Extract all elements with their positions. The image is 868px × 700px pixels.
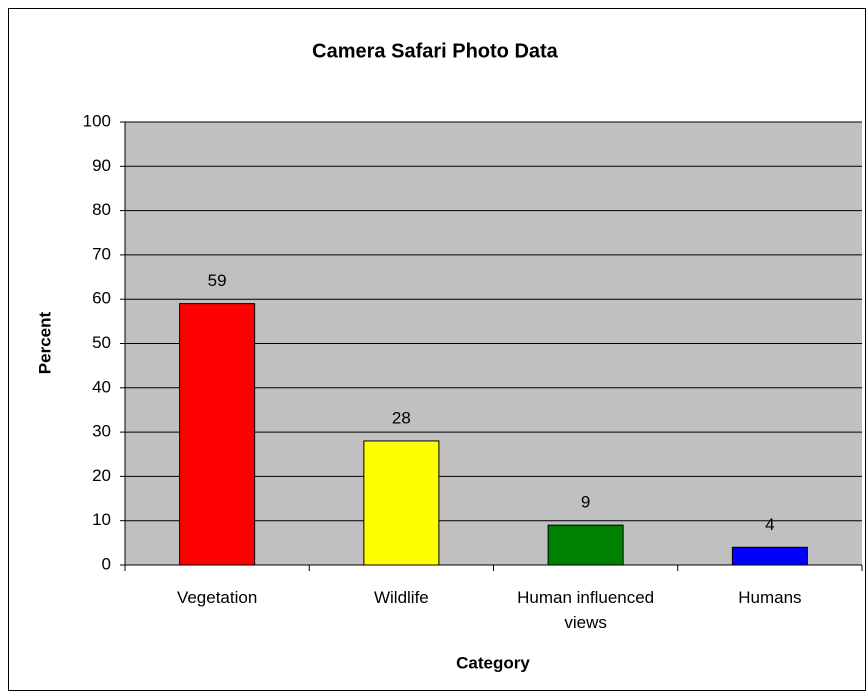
x-axis-label: Category [456,653,530,672]
bar [731,546,808,566]
y-tick-label: 70 [92,244,111,263]
y-tick-label: 100 [83,111,111,130]
data-label: 59 [208,271,227,290]
y-tick-label: 20 [92,466,111,485]
bar [363,440,440,566]
chart-title: Camera Safari Photo Data [312,40,559,62]
y-tick-label: 80 [92,200,111,219]
y-tick-label: 90 [92,156,111,175]
y-tick-label: 30 [92,422,111,441]
y-tick-label: 40 [92,377,111,396]
data-label: 28 [392,408,411,427]
data-label: 9 [581,493,590,512]
x-tick-label: Humans [738,588,802,607]
x-tick-label: Wildlife [373,588,429,607]
x-tick-label: Human influenced views [517,588,655,632]
data-label: 4 [765,515,774,534]
y-tick-label: 0 [102,554,111,573]
y-tick-label: 10 [92,510,111,529]
y-tick-label: 50 [92,333,111,352]
y-tick-label: 60 [92,289,111,308]
y-axis-label: Percent [35,311,54,374]
x-tick-label: Vegetation [176,588,258,607]
bar [179,303,256,566]
bar [547,524,624,566]
